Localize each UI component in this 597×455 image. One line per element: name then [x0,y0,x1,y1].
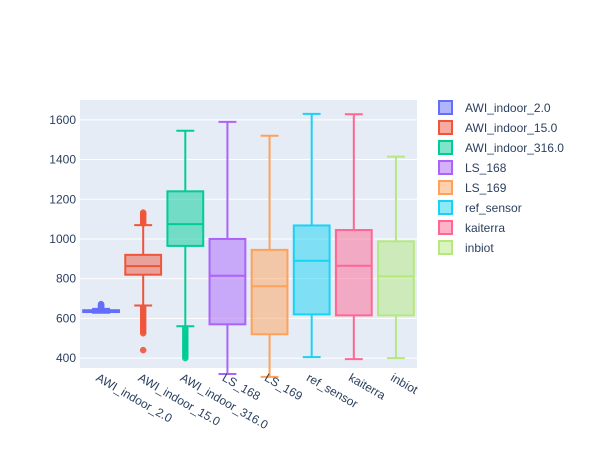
grid-lines [80,119,417,359]
box-iqr [292,224,331,316]
legend-swatch [438,180,453,195]
box-iqr [250,248,289,336]
legend-label: ref_sensor [465,201,522,215]
legend[interactable]: AWI_indoor_2.0 AWI_indoor_15.0 AWI_indoor_… [438,100,564,255]
y-tick-label: 600 [56,311,76,325]
box-iqr [377,240,415,317]
legend-label: AWI_indoor_316.0 [465,141,564,155]
x-tick-label: LS_169 [262,370,305,403]
legend-label: AWI_indoor_15.0 [465,121,558,135]
box-kaiterra[interactable] [334,113,373,361]
box-series [82,112,415,378]
legend-swatch [438,100,453,115]
x-axis-ticks: AWI_indoor_2.0AWI_indoor_15.0AWI_indoor_… [94,370,421,432]
outlier-point [97,300,105,308]
y-tick-label: 1200 [49,192,76,206]
box-inbiot[interactable] [377,155,415,360]
y-axis-ticks: 400 600 800 1000 1200 1400 1600 [49,113,76,365]
legend-item-kaiterra[interactable]: kaiterra [438,220,505,235]
y-tick-label: 400 [56,351,76,365]
legend-swatch [438,160,453,175]
legend-item-inbiot[interactable]: inbiot [438,240,494,255]
x-tick-label: inbiot [388,370,420,397]
legend-label: LS_168 [465,161,507,175]
legend-item-AWI_indoor_2.0[interactable]: AWI_indoor_2.0 [438,100,551,115]
legend-item-LS_168[interactable]: LS_168 [438,160,507,175]
box-iqr [334,229,373,317]
box-AWI_indoor_15.0[interactable] [124,209,163,354]
box-ref_sensor[interactable] [292,112,331,359]
y-tick-label: 1600 [49,113,76,127]
outlier-point [139,209,147,216]
outlier-point [182,325,189,332]
legend-swatch [438,220,453,235]
box-iqr [124,253,163,276]
legend-item-ref_sensor[interactable]: ref_sensor [438,200,522,215]
y-tick-label: 800 [56,272,76,286]
outlier-point [139,304,147,311]
box-AWI_indoor_2.0[interactable] [82,300,120,314]
legend-item-AWI_indoor_316.0[interactable]: AWI_indoor_316.0 [438,140,564,155]
box-iqr [166,190,205,247]
legend-swatch [438,120,453,135]
box-AWI_indoor_316.0[interactable] [166,129,205,362]
legend-swatch [438,140,453,155]
y-tick-label: 1400 [49,153,76,167]
box-LS_169[interactable] [250,134,289,378]
legend-label: kaiterra [465,221,505,235]
outlier-point [139,346,147,354]
legend-label: AWI_indoor_2.0 [465,101,551,115]
legend-swatch [438,200,453,215]
legend-item-AWI_indoor_15.0[interactable]: AWI_indoor_15.0 [438,120,558,135]
box-LS_168[interactable] [208,120,247,375]
legend-label: LS_169 [465,181,507,195]
box-iqr [208,237,247,326]
y-tick-label: 1000 [49,232,76,246]
legend-label: inbiot [465,241,494,255]
legend-swatch [438,240,453,255]
legend-item-LS_169[interactable]: LS_169 [438,180,507,195]
